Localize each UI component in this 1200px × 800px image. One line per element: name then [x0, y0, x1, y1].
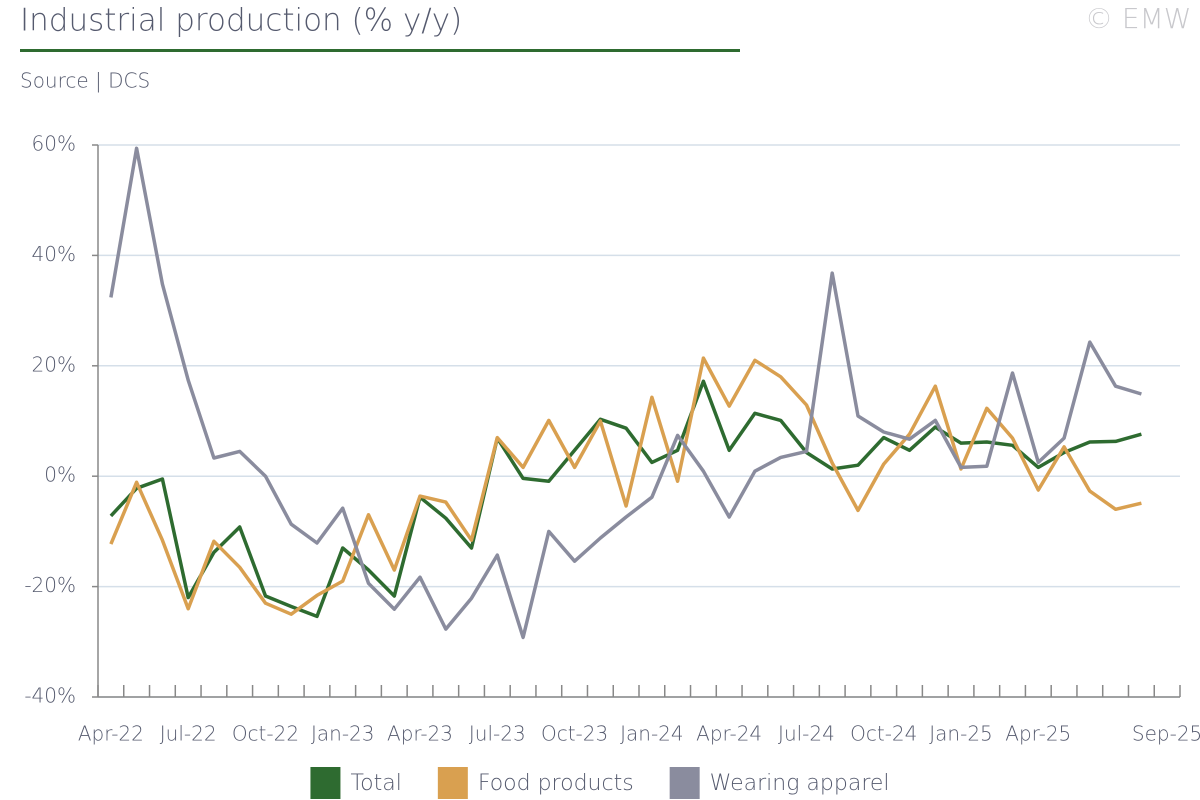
x-tick-label: Jul-23	[469, 722, 526, 746]
title-underline	[20, 49, 740, 52]
y-tick-label: -20%	[24, 573, 76, 597]
series-line	[109, 379, 1142, 619]
subtitle: Source | DCS	[20, 69, 150, 93]
watermark: © EMW	[1085, 2, 1191, 35]
series-line	[109, 356, 1142, 616]
y-tick-label: 40%	[32, 242, 76, 266]
chart-title: Industrial production (% y/y)	[20, 3, 462, 39]
legend-swatch	[437, 767, 468, 799]
x-tick-label: Sep-25	[1132, 722, 1200, 746]
legend-swatch	[310, 767, 341, 799]
series-line	[109, 146, 1142, 640]
y-tick-label: -40%	[24, 684, 76, 708]
y-tick-label: 20%	[32, 352, 76, 376]
y-tick-label: 60%	[32, 132, 76, 156]
x-tick-label: Jul-22	[160, 722, 217, 746]
x-tick-label: Oct-23	[541, 722, 608, 746]
x-tick-label: Apr-25	[1005, 722, 1071, 746]
legend-label: Wearing apparel	[710, 771, 890, 796]
x-tick-label: Oct-24	[850, 722, 917, 746]
x-tick-label: Apr-24	[696, 722, 762, 746]
x-tick-label: Jan-24	[620, 722, 684, 746]
y-tick-label: 0%	[44, 463, 76, 487]
legend-label: Total	[350, 771, 401, 796]
legend-swatch	[669, 767, 700, 799]
x-tick-label: Jan-23	[311, 722, 375, 746]
x-tick-label: Apr-23	[387, 722, 453, 746]
x-tick-label: Apr-22	[78, 722, 144, 746]
x-tick-label: Jul-24	[778, 722, 835, 746]
x-tick-label: Jan-25	[929, 722, 993, 746]
x-tick-label: Oct-22	[232, 722, 299, 746]
legend-label: Food products	[478, 771, 634, 796]
